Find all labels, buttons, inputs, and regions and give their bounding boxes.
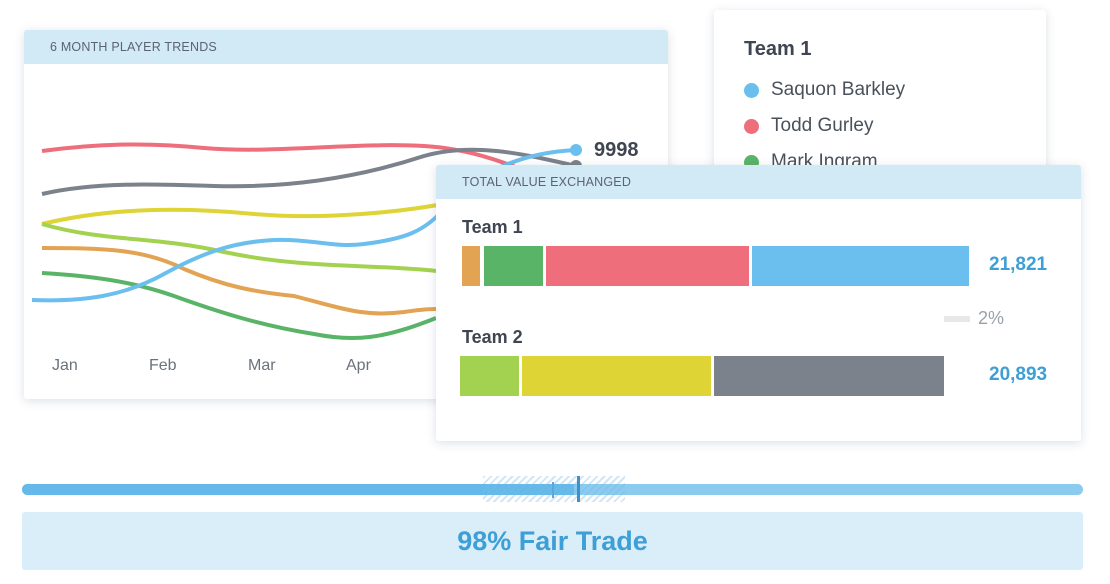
month-label-jan: Jan — [52, 357, 78, 374]
trends-chart: 9998 — [31, 139, 639, 341]
legend-dot-icon — [744, 82, 759, 98]
team2-value-bar — [460, 356, 946, 396]
team1-total: 21,821 — [989, 254, 1048, 275]
team1-label: Team 1 — [462, 217, 523, 237]
highlight-value: 9998 — [594, 139, 639, 161]
legend-label: Todd Gurley — [771, 115, 874, 136]
team2-segment-yellow[interactable] — [522, 356, 711, 396]
difference-label: 2% — [978, 308, 1005, 328]
legend-item-saquon-barkley[interactable]: Saquon Barkley — [744, 79, 905, 101]
month-label-mar: Mar — [248, 357, 276, 374]
legend-title: Team 1 — [744, 38, 812, 60]
month-label-feb: Feb — [149, 357, 177, 374]
team1-segment-orange[interactable] — [462, 246, 480, 286]
team2-total: 20,893 — [989, 364, 1048, 385]
team1-value-bar — [460, 246, 970, 286]
team2-segment-gray[interactable] — [714, 356, 944, 396]
value-header: TOTAL VALUE EXCHANGED — [436, 165, 1081, 199]
trend-line-light-green — [41, 222, 437, 273]
difference-marker — [944, 316, 970, 322]
legend-label: Saquon Barkley — [771, 79, 906, 100]
legend-dot-icon — [744, 118, 759, 134]
total-value-card: TOTAL VALUE EXCHANGED Team 1 21,821 2% T… — [436, 165, 1081, 441]
team2-label: Team 2 — [462, 327, 523, 347]
endpoint-saquon-barkley — [570, 144, 582, 156]
trend-line-orange — [41, 246, 437, 316]
team2-segment-light-green[interactable] — [460, 356, 519, 396]
fairness-slider-fill — [22, 484, 574, 495]
fairness-slider-handle[interactable] — [577, 476, 580, 502]
month-label-apr: Apr — [346, 357, 371, 374]
team1-segment-todd-gurley[interactable] — [546, 246, 749, 286]
legend-item-todd-gurley[interactable]: Todd Gurley — [744, 115, 873, 137]
fair-zone — [483, 476, 625, 502]
team1-segment-mark-ingram[interactable] — [484, 246, 543, 286]
trend-line-mark-ingram — [41, 271, 437, 341]
trends-header: 6 MONTH PLAYER TRENDS — [24, 30, 668, 64]
team1-segment-saquon-barkley[interactable] — [752, 246, 969, 286]
fair-trade-verdict: 98% Fair Trade — [22, 512, 1083, 570]
fair-center-mark — [552, 482, 554, 498]
trend-line-gray — [41, 147, 577, 196]
